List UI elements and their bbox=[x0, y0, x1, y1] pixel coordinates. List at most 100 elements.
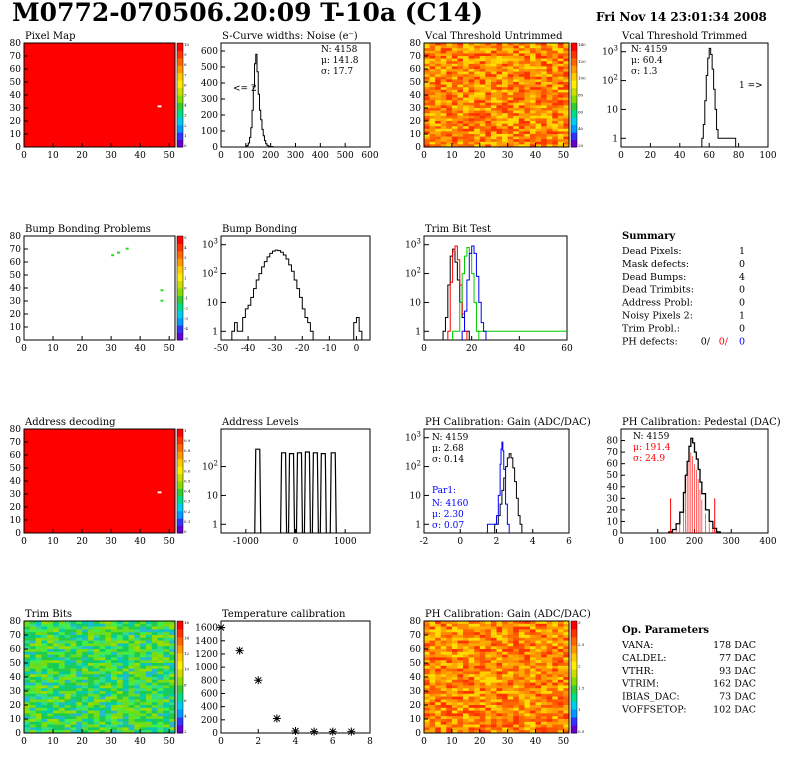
vcal_untrimmed-cell bbox=[490, 66, 497, 70]
ph_gain_map-palette-label: 3 bbox=[578, 620, 581, 625]
trim_bits-palette-cell bbox=[177, 653, 183, 662]
ph_pedestal-stat-n: N: 4159 bbox=[633, 432, 670, 442]
vcal_untrimmed-cell bbox=[541, 92, 547, 96]
vcal_untrimmed-cell bbox=[524, 102, 531, 106]
vcal_untrimmed-cell bbox=[451, 115, 458, 119]
vcal_untrimmed-cell bbox=[496, 87, 503, 91]
trim_bits-cell bbox=[29, 699, 36, 703]
address_decoding-palette-label: 0.7 bbox=[184, 458, 191, 463]
scurve-title: S-Curve widths: Noise (e⁻) bbox=[222, 31, 358, 42]
ph_gain_map-cell bbox=[535, 668, 542, 672]
ph_gain_map-cell bbox=[435, 668, 442, 672]
trim_bits-cell bbox=[41, 713, 48, 717]
trim_bits-cell bbox=[24, 702, 31, 706]
vcal_untrimmed-cell bbox=[524, 82, 531, 85]
trim_bits-cell bbox=[82, 705, 89, 709]
ph_gain_map-palette-label: 1 bbox=[578, 707, 581, 712]
vcal_untrimmed-cell bbox=[496, 71, 503, 75]
vcal_untrimmed-cell bbox=[518, 95, 525, 98]
vcal_untrimmed-cell bbox=[429, 123, 436, 127]
trim_bits-cell bbox=[122, 665, 129, 669]
trim_bits-cell bbox=[76, 693, 83, 697]
trim_bits-cell bbox=[163, 677, 170, 681]
trim_bits-cell bbox=[58, 637, 65, 641]
trim_bits-cell bbox=[35, 713, 42, 717]
ph_gain_map-cell bbox=[490, 679, 497, 683]
ph_gain_map-cell bbox=[485, 693, 492, 697]
trim_bits-cell bbox=[53, 674, 60, 678]
vcal_untrimmed-cell bbox=[513, 45, 520, 49]
trim_bits-cell bbox=[24, 730, 31, 734]
ph_gain_map-cell bbox=[451, 649, 458, 653]
ph_gain_map-cell bbox=[513, 682, 520, 686]
trim_bits-cell bbox=[105, 643, 112, 647]
trim_bits-cell bbox=[35, 637, 42, 641]
vcal_untrimmed-xtick-label: 0 bbox=[421, 151, 427, 161]
trim_bits-cell bbox=[64, 621, 71, 625]
vcal_untrimmed-cell bbox=[424, 144, 430, 148]
ph_gain_map-cell bbox=[563, 719, 570, 723]
ph_gain_map-cell bbox=[424, 626, 430, 630]
ph_gain_map-cell bbox=[485, 649, 492, 653]
ph_gain_map-cell bbox=[502, 707, 508, 711]
trim_bits-cell bbox=[53, 705, 60, 709]
ph_gain_map-cell bbox=[496, 637, 503, 641]
trim_bits-cell bbox=[47, 671, 54, 675]
ph_gain_map-cell bbox=[474, 629, 481, 633]
address_decoding-ytick-label: 60 bbox=[10, 451, 22, 461]
ph_gain-xtick-label: -2 bbox=[420, 537, 429, 547]
vcal_untrimmed-cell bbox=[541, 84, 547, 88]
vcal_untrimmed-cell bbox=[468, 74, 475, 78]
vcal_untrimmed-cell bbox=[552, 102, 559, 106]
trim_bits-cell bbox=[140, 674, 147, 678]
ph_gain_map-cell bbox=[468, 651, 475, 655]
vcal_untrimmed-cell bbox=[563, 89, 570, 93]
ph_gain_map-cell bbox=[479, 665, 486, 669]
vcal_untrimmed-cell bbox=[429, 53, 436, 57]
trim_bits-cell bbox=[122, 649, 129, 653]
vcal_untrimmed-cell bbox=[490, 89, 497, 93]
ph_gain_map-cell bbox=[529, 632, 536, 636]
summary-row-value: 0 bbox=[739, 285, 745, 296]
vcal_untrimmed-cell bbox=[513, 110, 520, 114]
trim_bits-cell bbox=[151, 677, 158, 681]
trim_bits-cell bbox=[145, 693, 153, 697]
trim_bits-xtick-label: 30 bbox=[105, 737, 117, 747]
ph_gain_map-cell bbox=[457, 677, 464, 681]
ph_gain_map-cell bbox=[474, 713, 481, 717]
address_decoding-palette-label: 0.1 bbox=[184, 519, 190, 524]
trim_bits-cell bbox=[128, 646, 135, 650]
ph_gain_map-xtick-label: 50 bbox=[558, 737, 570, 747]
ph_gain_map-cell bbox=[429, 640, 436, 644]
vcal_untrimmed-cell bbox=[552, 69, 559, 72]
trim_bits-cell bbox=[47, 693, 54, 697]
vcal_untrimmed-cell bbox=[496, 92, 503, 96]
vcal_untrimmed-cell bbox=[552, 66, 559, 70]
vcal_untrimmed-cell bbox=[457, 100, 464, 104]
trim_bits-cell bbox=[169, 679, 176, 683]
ph_gain_map-cell bbox=[490, 632, 497, 636]
trim_bits-cell bbox=[116, 646, 124, 650]
vcal_untrimmed-cell bbox=[524, 43, 531, 46]
vcal_untrimmed-cell bbox=[463, 141, 469, 145]
address_levels-peak bbox=[295, 452, 304, 534]
vcal_untrimmed-cell bbox=[463, 134, 469, 137]
vcal_untrimmed-cell bbox=[457, 53, 464, 57]
ph_pedestal-ytick-label: 10 bbox=[607, 517, 619, 527]
ph_gain_map-cell bbox=[502, 691, 508, 695]
vcal_untrimmed-cell bbox=[546, 92, 553, 96]
address_decoding-palette-label: 0.4 bbox=[184, 489, 191, 494]
ph_gain_map-cell bbox=[557, 716, 564, 720]
trim_bits-cell bbox=[64, 646, 71, 650]
trim_bits-cell bbox=[41, 696, 48, 700]
trim_bits-cell bbox=[116, 702, 124, 706]
ph_gain_map-cell bbox=[502, 623, 508, 627]
vcal_untrimmed-cell bbox=[524, 76, 531, 80]
trim_bits-cell bbox=[58, 668, 65, 672]
vcal_untrimmed-cell bbox=[474, 134, 481, 137]
ph_gain_map-cell bbox=[557, 671, 564, 675]
ph_gain_map-cell bbox=[490, 682, 497, 686]
vcal_untrimmed-cell bbox=[557, 50, 564, 54]
ph_gain_map-cell bbox=[524, 688, 531, 692]
pixel_map-palette-label: 3 bbox=[184, 113, 187, 118]
